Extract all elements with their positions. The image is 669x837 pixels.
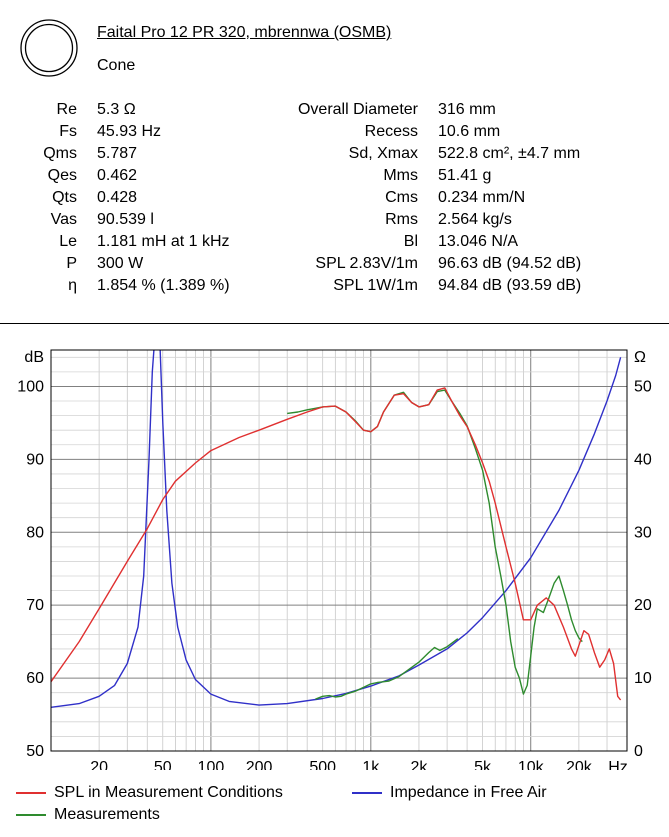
y-left-tick-label: 70: [26, 597, 44, 614]
param-value: 0.462: [97, 167, 138, 184]
param-label: Sd, Xmax: [348, 145, 418, 162]
y-right-tick-label: 50: [634, 378, 652, 395]
y-right-tick-label: 40: [634, 451, 652, 468]
y-left-tick-label: 80: [26, 524, 44, 541]
x-tick-label: 50: [154, 759, 172, 770]
param-value: 90.539 l: [97, 211, 154, 228]
param-value: 1.854 % (1.389 %): [97, 277, 230, 294]
y-right-unit: Ω: [634, 349, 646, 366]
param-value: 0.234 mm/N: [438, 189, 526, 206]
y-left-tick-label: 50: [26, 743, 44, 760]
param-label: Qms: [43, 145, 77, 162]
param-label: Recess: [364, 123, 418, 140]
x-unit: Hz: [608, 759, 628, 770]
param-value: 316 mm: [438, 101, 496, 118]
param-value: 5.787: [97, 145, 138, 162]
legend-label: Measurements: [54, 806, 160, 823]
param-label: η: [68, 277, 77, 294]
legend-swatch: [16, 791, 46, 794]
y-left-tick-label: 100: [17, 378, 44, 395]
param-label: Cms: [385, 189, 418, 206]
param-value: 94.84 dB (93.59 dB): [438, 277, 582, 294]
param-label: Fs: [59, 123, 77, 140]
y-left-unit: dB: [24, 349, 44, 366]
param-label: Le: [59, 233, 77, 250]
x-tick-label: 20: [90, 759, 108, 770]
param-label: SPL 1W/1m: [333, 277, 418, 294]
y-left-tick-label: 90: [26, 451, 44, 468]
measurements-spl-line: [287, 389, 583, 695]
frequency-response-chart: 50 60 70 80 90 100 0 10 20 30 40 50 dB Ω 20 50 100 200 500…: [17, 349, 652, 770]
chart-axes: 50 60 70 80 90 100 0 10 20 30 40 50 dB Ω 20 50 100 200 500…: [17, 349, 652, 770]
x-tick-label: 100: [198, 759, 225, 770]
measurement-impedance-line: [315, 638, 459, 700]
x-tick-label: 200: [246, 759, 273, 770]
param-value: 1.181 mH at 1 kHz: [97, 233, 230, 250]
param-label: Bl: [403, 233, 418, 250]
chart-series: [51, 350, 622, 708]
y-right-tick-label: 10: [634, 670, 652, 687]
param-label: Qes: [47, 167, 77, 184]
param-value: 2.564 kg/s: [438, 211, 512, 228]
legend-item: Measurements: [16, 806, 160, 824]
chart-legend: SPL in Measurement Conditions Impedance i…: [0, 780, 669, 836]
x-tick-label: 5k: [474, 759, 492, 770]
param-value: 51.41 g: [438, 167, 492, 184]
param-label: Re: [56, 101, 77, 118]
plot-frame: [50, 349, 628, 752]
x-tick-label: 20k: [566, 759, 593, 770]
parameter-table: Re 5.3 Ω Fs 45.93 Hz Qms 5.787 Qes 0.462 Qts 0.42…: [0, 99, 669, 299]
spl-measurement-conditions-line: [51, 387, 622, 701]
legend-swatch: [352, 791, 382, 794]
speaker-type: Cone: [97, 57, 136, 74]
legend-item: Impedance in Free Air: [352, 784, 547, 802]
param-value: 0.428: [97, 189, 138, 206]
y-right-tick-label: 20: [634, 597, 652, 614]
param-label: P: [66, 255, 77, 272]
x-tick-label: 1k: [362, 759, 380, 770]
param-label: Mms: [383, 167, 418, 184]
chart-grid: [50, 350, 628, 752]
y-right-tick-label: 0: [634, 743, 643, 760]
param-value: 96.63 dB (94.52 dB): [438, 255, 582, 272]
x-tick-label: 500: [309, 759, 336, 770]
x-tick-label: 10k: [518, 759, 545, 770]
param-value: 10.6 mm: [438, 123, 501, 140]
section-divider: [0, 323, 669, 324]
brand-logo: [20, 19, 78, 77]
param-label: Qts: [52, 189, 77, 206]
legend-item: SPL in Measurement Conditions: [16, 784, 283, 802]
param-value: 522.8 cm², ±4.7 mm: [438, 145, 581, 162]
legend-swatch: [16, 813, 46, 816]
x-tick-label: 2k: [411, 759, 429, 770]
speaker-title[interactable]: Faital Pro 12 PR 320, mbrennwa (OSMB): [97, 24, 392, 41]
impedance-free-air-line: [51, 350, 622, 708]
param-label: SPL 2.83V/1m: [315, 255, 418, 272]
param-value: 5.3 Ω: [97, 101, 136, 118]
param-label: Rms: [385, 211, 418, 228]
y-left-tick-label: 60: [26, 670, 44, 687]
param-value: 45.93 Hz: [97, 123, 162, 140]
legend-label: SPL in Measurement Conditions: [54, 784, 283, 801]
param-label: Overall Diameter: [297, 101, 418, 118]
y-right-tick-label: 30: [634, 524, 652, 541]
param-value: 300 W: [97, 255, 144, 272]
legend-label: Impedance in Free Air: [390, 784, 547, 801]
param-label: Vas: [50, 211, 77, 228]
param-value: 13.046 N/A: [438, 233, 519, 250]
